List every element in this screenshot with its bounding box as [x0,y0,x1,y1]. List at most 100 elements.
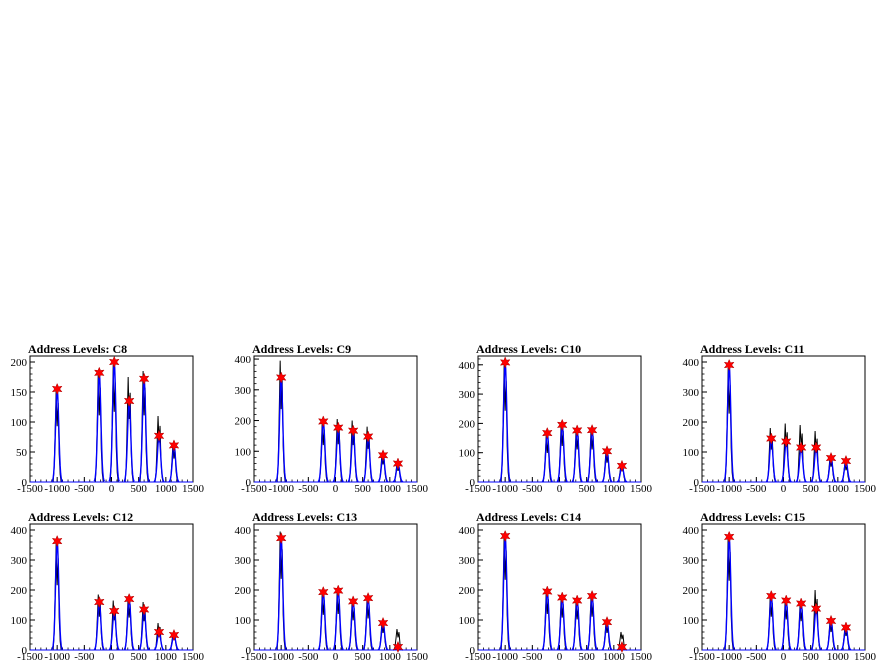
y-tick-label: 300 [235,555,252,567]
x-tick-label: 1000 [827,483,850,495]
x-tick-label: 1000 [155,651,178,663]
y-tick-label: 150 [11,387,28,399]
peak-marker [153,429,165,442]
fit-peak [795,603,807,651]
peak-marker [362,430,374,443]
y-tick-label: 50 [16,447,28,459]
fit-peak [541,591,553,650]
y-tick-label: 0 [246,645,252,657]
peak-marker [586,589,598,603]
x-tick-label: -1000 [492,483,518,495]
y-tick-label: 400 [459,525,476,537]
peak-marker [810,441,822,454]
y-tick-label: 300 [459,555,476,567]
peak-marker [168,628,180,642]
fit-peak [586,429,598,483]
y-tick-label: 400 [459,360,476,372]
x-tick-label: 500 [354,483,371,495]
y-tick-label: 0 [470,477,476,489]
x-tick-label: 500 [130,651,147,663]
fit-peak [556,424,568,482]
y-tick-label: 400 [235,354,252,366]
y-tick-label: 0 [246,477,252,489]
chart-title: Address Levels: C8 [28,342,127,356]
y-tick-label: 200 [683,417,700,429]
x-tick-label: 500 [802,651,819,663]
x-tick-label: 1500 [406,483,429,495]
fit-peak [317,591,329,650]
chart-panel: Address Levels: C14 0 100 200 300 400 -1500 -10… [459,510,653,663]
peak-marker [795,597,807,610]
peak-marker [810,602,822,615]
x-tick-label: 1000 [603,483,626,495]
peak-marker [93,366,105,379]
x-tick-label: 500 [578,483,595,495]
fit-peak [332,590,344,650]
x-tick-label: -500 [74,651,95,663]
y-tick-label: 400 [11,525,28,537]
y-tick-label: 200 [11,585,28,597]
peak-marker [780,435,792,448]
peak-marker [275,531,287,545]
fit-peak [499,362,511,482]
fit-peak [362,597,374,651]
fit-peak [93,372,105,482]
peak-marker [392,457,404,470]
y-tick-label: 200 [683,585,700,597]
chart-title: Address Levels: C15 [700,510,805,524]
peak-marker [571,424,583,437]
x-tick-label: -500 [298,483,319,495]
peak-marker [601,615,613,629]
fit-peak [275,538,287,650]
fit-peak [723,536,735,650]
y-tick-label: 100 [11,615,28,627]
peak-marker [108,355,120,369]
y-tick-label: 400 [235,525,252,537]
fit-peak [541,432,553,483]
x-tick-label: 0 [781,651,787,663]
y-tick-label: 200 [459,585,476,597]
x-tick-label: -1500 [689,483,715,495]
peak-marker [499,529,511,543]
x-tick-label: -1500 [465,651,491,663]
y-tick-label: 100 [11,417,28,429]
chart-panel: Address Levels: C8 0 50 100 150 200 -1500 -1000… [11,342,205,495]
y-tick-label: 300 [235,385,252,397]
x-tick-label: 500 [354,651,371,663]
x-tick-label: -1000 [268,483,294,495]
y-tick-label: 300 [459,389,476,401]
x-tick-label: 1000 [379,483,402,495]
fit-peak [153,435,165,483]
x-tick-label: -1000 [268,651,294,663]
fit-peak [51,388,63,482]
y-tick-label: 300 [683,555,700,567]
fit-peak [108,361,120,482]
x-tick-label: 500 [578,651,595,663]
peak-marker [601,445,613,458]
fit-peak [780,600,792,651]
x-tick-label: 1500 [182,651,205,663]
peak-marker [332,584,344,597]
chart-title: Address Levels: C13 [252,510,357,524]
x-tick-label: -1500 [689,651,715,663]
peak-marker [317,585,329,599]
peak-marker [317,415,329,428]
peak-marker [795,441,807,454]
peak-marker [51,382,63,396]
peak-marker [377,616,389,630]
chart-panel: Address Levels: C10 0 100 200 300 400 -1500 -10… [459,342,653,495]
x-tick-label: 0 [333,483,339,495]
x-tick-label: -1000 [44,483,70,495]
peak-marker [825,614,837,628]
x-tick-label: 0 [557,651,563,663]
fit-peak [556,597,568,651]
peak-marker [123,394,135,408]
y-tick-label: 0 [22,645,28,657]
x-tick-label: -500 [522,483,543,495]
fit-peak [499,535,511,650]
x-tick-label: -500 [522,651,543,663]
x-tick-label: 1500 [406,651,429,663]
peak-marker [616,459,628,473]
y-tick-label: 0 [694,477,700,489]
